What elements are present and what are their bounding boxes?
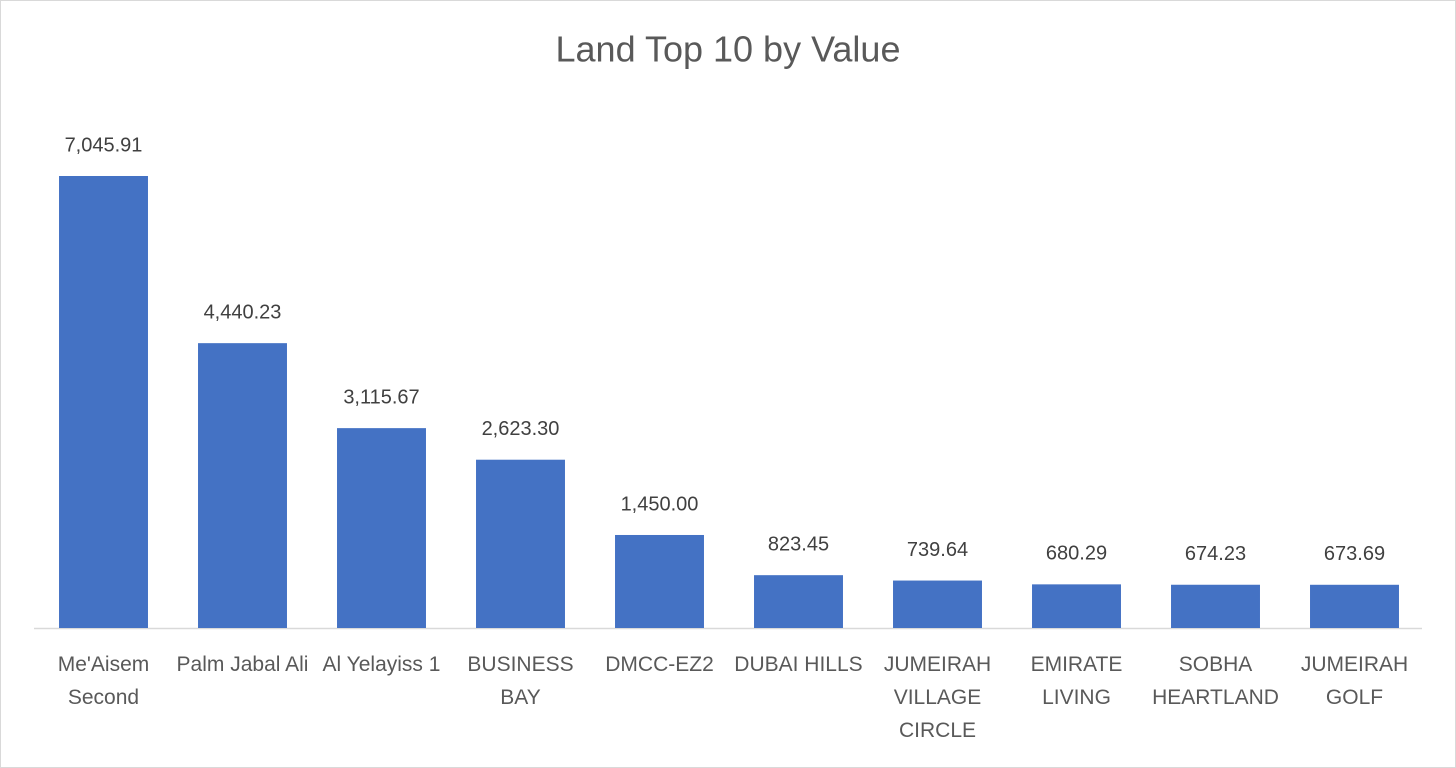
data-label: 673.69 <box>1324 543 1385 565</box>
x-tick-label: EMIRATE LIVING <box>1030 653 1123 709</box>
x-tick-label: BUSINESS BAY <box>467 653 574 709</box>
bar <box>754 575 843 628</box>
bar <box>198 343 287 628</box>
bar <box>615 534 704 628</box>
bar <box>59 176 148 628</box>
bar <box>1310 584 1399 628</box>
x-tick-label: JUMEIRAH GOLF <box>1300 653 1409 709</box>
chart-title: Land Top 10 by Value <box>556 29 901 70</box>
bar <box>1171 584 1260 628</box>
data-label: 3,115.67 <box>343 386 419 408</box>
data-label: 680.29 <box>1046 543 1107 565</box>
x-tick-label: Me'Aisem Second <box>57 653 150 709</box>
x-tick-label: Al Yelayiss 1 <box>322 653 441 676</box>
x-tick-label: DMCC-EZ2 <box>605 653 714 676</box>
data-label: 4,440.23 <box>204 301 282 323</box>
data-label: 674.23 <box>1185 543 1246 565</box>
bar <box>893 580 982 628</box>
data-label: 823.45 <box>768 533 829 555</box>
bar <box>476 459 565 628</box>
x-tick-label: DUBAI HILLS <box>734 653 863 676</box>
bar <box>1032 584 1121 628</box>
x-tick-label: SOBHA HEARTLAND <box>1152 653 1279 709</box>
x-tick-label: Palm Jabal Ali <box>176 653 309 676</box>
data-label: 739.64 <box>907 539 968 561</box>
data-label: 7,045.91 <box>65 134 143 156</box>
data-label: 2,623.30 <box>482 418 560 440</box>
data-label: 1,450.00 <box>621 493 699 515</box>
bar <box>337 428 426 628</box>
x-tick-label: JUMEIRAH VILLAGE CIRCLE <box>883 653 992 742</box>
